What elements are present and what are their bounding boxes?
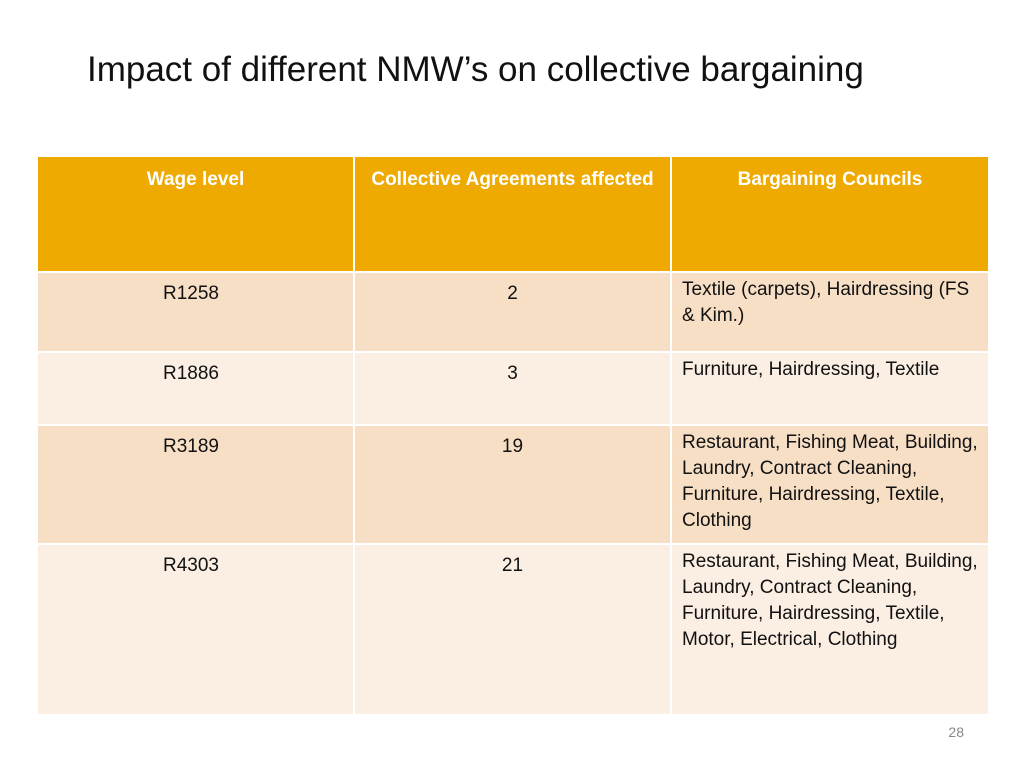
wage-level-cell: R3189 <box>36 424 355 545</box>
agreements-count-cell: 3 <box>353 351 672 426</box>
header-wage-level: Wage level <box>36 155 355 273</box>
table-row: R1886 3 Furniture, Hairdressing, Textile <box>36 351 990 426</box>
header-bargaining-councils: Bargaining Councils <box>670 155 990 273</box>
councils-cell: Restaurant, Fishing Meat, Building, Laun… <box>670 424 990 545</box>
table-row: R4303 21 Restaurant, Fishing Meat, Build… <box>36 543 990 716</box>
wage-level-cell: R1886 <box>36 351 355 426</box>
councils-cell: Restaurant, Fishing Meat, Building, Laun… <box>670 543 990 716</box>
wage-level-cell: R1258 <box>36 271 355 353</box>
councils-cell: Furniture, Hairdressing, Textile <box>670 351 990 426</box>
slide-title: Impact of different NMW’s on collective … <box>87 50 864 89</box>
nmw-impact-table: Wage level Collective Agreements affecte… <box>36 155 990 716</box>
table-row: R3189 19 Restaurant, Fishing Meat, Build… <box>36 424 990 545</box>
agreements-count-cell: 19 <box>353 424 672 545</box>
agreements-count-cell: 21 <box>353 543 672 716</box>
wage-level-cell: R4303 <box>36 543 355 716</box>
councils-cell: Textile (carpets), Hairdressing (FS & Ki… <box>670 271 990 353</box>
agreements-count-cell: 2 <box>353 271 672 353</box>
page-number: 28 <box>948 724 964 740</box>
table-row: R1258 2 Textile (carpets), Hairdressing … <box>36 271 990 353</box>
header-collective-agreements: Collective Agreements affected <box>353 155 672 273</box>
table-header-row: Wage level Collective Agreements affecte… <box>36 155 990 273</box>
